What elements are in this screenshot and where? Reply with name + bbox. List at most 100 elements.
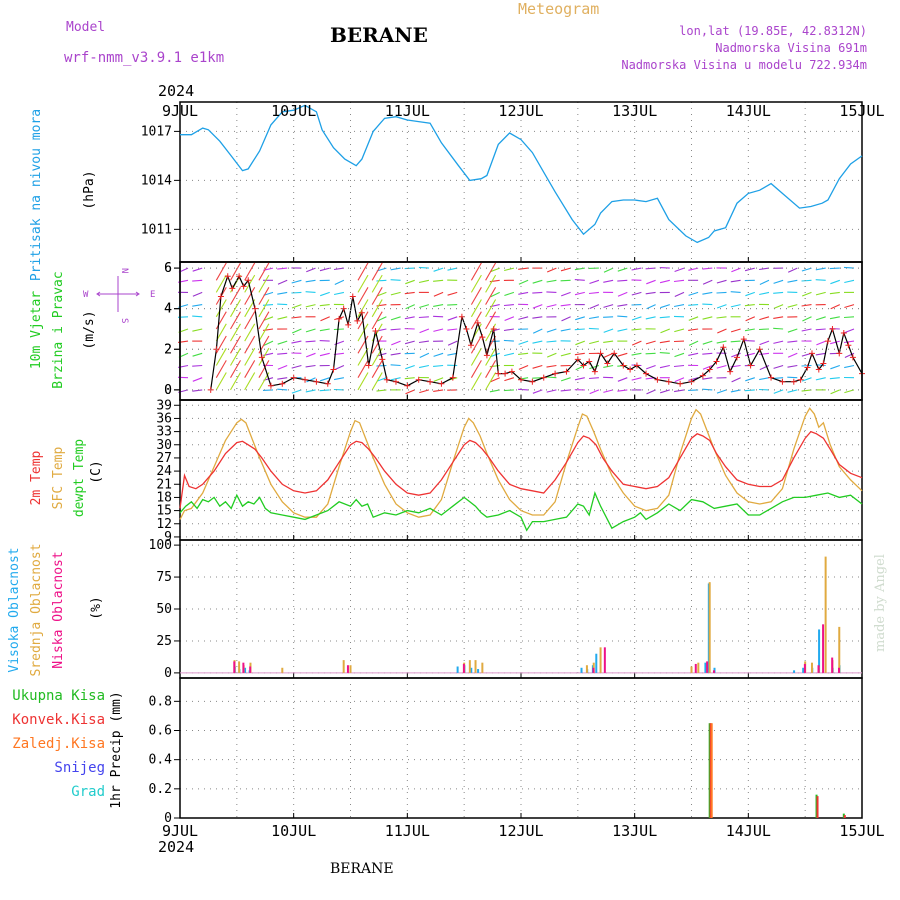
wind-barb: [433, 352, 444, 357]
wind-speed-marker: [392, 378, 399, 385]
cloud-bar: [838, 626, 841, 673]
x-tick-label-top: 10JUL: [271, 102, 316, 120]
wind-barb: [305, 279, 316, 283]
wind-barb: [291, 389, 302, 394]
wind-speed-marker: [727, 368, 734, 375]
wind-barb: [773, 364, 784, 369]
wind-barb: [291, 328, 302, 334]
wind-barb: [263, 340, 274, 346]
wind-barb: [490, 291, 500, 298]
wind-barb: [447, 352, 458, 356]
wind-barb: [773, 340, 784, 344]
wind-barb: [230, 323, 241, 342]
wind-barb: [646, 304, 656, 310]
wind-speed-marker: [336, 315, 343, 322]
wind-barb: [574, 377, 585, 381]
wind-speed-marker: [217, 293, 224, 300]
wind-barb: [244, 287, 256, 305]
wind-speed-marker: [720, 344, 727, 351]
wind-barb: [291, 279, 302, 284]
wind-barb: [560, 389, 571, 392]
cloud-bar: [690, 666, 693, 673]
wind-speed-marker: [790, 378, 797, 385]
wind-barb: [532, 279, 543, 284]
wind-barb: [574, 328, 585, 331]
wind-speed-marker: [290, 374, 297, 381]
wind-barb: [433, 364, 444, 367]
dewpt-line: [179, 491, 863, 532]
wind-barb: [744, 328, 755, 332]
wind-barb: [390, 352, 401, 356]
wind-barb: [744, 340, 755, 342]
wind-barb: [470, 262, 482, 281]
wind-barb: [801, 279, 812, 282]
cloud-bar: [712, 670, 715, 673]
wind-barb: [787, 267, 798, 273]
wind-barb: [376, 279, 387, 282]
wind-barb: [759, 364, 770, 371]
wind-barb: [617, 352, 628, 357]
wind-barb: [418, 279, 430, 284]
wind-barb: [646, 279, 656, 285]
wind-barb: [470, 287, 482, 305]
y-tick-label: 1011: [141, 222, 172, 237]
wind-barb: [801, 267, 812, 272]
year-top: 2024: [158, 82, 195, 100]
station-bottom: BERANE: [330, 861, 394, 877]
wind-barb: [418, 266, 429, 269]
y-tick-label: 50: [156, 602, 172, 617]
wind-barb: [258, 287, 270, 305]
wind-speed-marker: [779, 378, 786, 385]
wind-barb: [447, 267, 458, 271]
wind-barb: [277, 340, 288, 345]
wind-barb: [816, 340, 826, 346]
wind-barb: [244, 323, 256, 342]
wind-barb: [485, 262, 497, 281]
wind-barb: [589, 364, 600, 370]
wind-barb: [844, 328, 855, 334]
y-tick-label: 4: [164, 302, 172, 317]
cloud-bar: [706, 661, 709, 673]
wind-barb: [503, 339, 514, 342]
wind-barb: [603, 316, 614, 318]
wind-barb: [645, 316, 656, 320]
wind-barb: [660, 389, 670, 394]
wind-barb: [371, 335, 383, 354]
cloud-bar: [708, 582, 711, 673]
wind-barb: [485, 274, 497, 293]
precip-legend-item: Konvek.Kisa: [12, 712, 105, 728]
wind-barb: [560, 267, 571, 272]
wind-speed-marker: [495, 370, 502, 377]
wind-barb: [215, 274, 227, 293]
wind-barb: [532, 364, 543, 369]
meteogram-title: Meteogram: [518, 0, 600, 18]
wind-speed-marker: [552, 370, 559, 377]
wind-barb: [215, 372, 227, 391]
wind-barb: [319, 267, 330, 272]
wind-barb: [631, 328, 642, 331]
pressure-axis-label: Pritisak na nivou mora: [29, 109, 44, 281]
wind-barb: [730, 328, 741, 333]
precip-axis-label: 1hr Precip (mm): [109, 691, 124, 808]
wind-barb: [617, 377, 628, 382]
wind-barb: [744, 304, 755, 307]
wind-barb: [546, 291, 557, 293]
wind-barb: [390, 364, 401, 367]
wind-speed-marker: [808, 350, 815, 357]
wind-barb: [230, 372, 241, 391]
wind-barb: [631, 377, 642, 381]
wind-barb: [787, 304, 798, 308]
wind-speed-marker: [840, 330, 847, 337]
wind-barb: [333, 328, 344, 331]
wind-barb: [405, 364, 415, 370]
y-tick-label: 2: [164, 342, 172, 357]
wind-barb: [843, 316, 855, 319]
wind-barb: [546, 376, 557, 379]
wind-barb: [561, 291, 571, 297]
wind-barb: [561, 316, 571, 322]
wind-barb: [560, 377, 571, 382]
pressure-unit-label: (hPa): [82, 170, 97, 209]
wind-speed-marker: [529, 378, 536, 385]
precip-bar: [816, 796, 819, 818]
